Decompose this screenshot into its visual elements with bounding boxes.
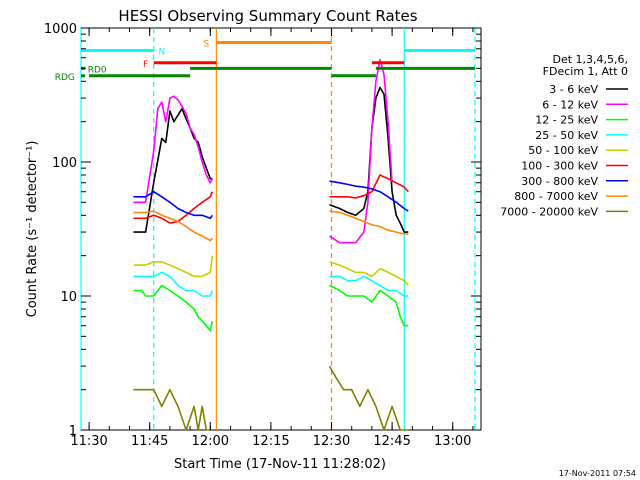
state-label-3: RD0 (88, 65, 107, 75)
series-line-6-1 (329, 180, 409, 212)
x-axis-label: Start Time (17-Nov-11 11:28:02) (174, 457, 386, 472)
legend-label-1: 6 - 12 keV (542, 98, 598, 111)
x-tick-label-0: 11:30 (70, 434, 107, 449)
legend-label-4: 50 - 100 keV (528, 144, 598, 157)
footer-timestamp: 17-Nov-2011 07:54 (559, 469, 636, 478)
series-line-2-0 (133, 284, 214, 332)
legend-label-3: 25 - 50 keV (535, 129, 598, 142)
series-line-1-0 (133, 95, 214, 204)
series-line-3-1 (329, 275, 409, 297)
x-tick-label-4: 12:30 (313, 434, 350, 449)
axes: 11:30 11:45 12:00 12:15 12:30 12:45 13:00 1 10 10… (44, 22, 481, 449)
y-tick-label-1: 10 (60, 290, 77, 305)
series-line-8-0 (133, 388, 211, 431)
series-line-7-1 (329, 210, 409, 235)
series-line-7-0 (133, 210, 213, 242)
series-line-1-1 (329, 58, 393, 244)
y-tick-label-2: 100 (52, 156, 77, 171)
state-label-0: N (158, 47, 165, 57)
series-line-0-0 (133, 107, 213, 233)
state-label-2: F (143, 60, 148, 70)
y-tick-label-3: 1000 (44, 22, 77, 37)
x-tick-label-3: 12:15 (252, 434, 289, 449)
x-tick-label-6: 13:00 (434, 434, 471, 449)
series-line-2-1 (329, 284, 409, 327)
x-tick-label-5: 12:45 (373, 434, 410, 449)
series-line-4-0 (133, 255, 214, 278)
y-tick-label-0: 1 (69, 424, 77, 439)
series-line-4-1 (329, 261, 409, 286)
legend-label-0: 3 - 6 keV (549, 83, 598, 96)
vertical-markers (80, 28, 476, 430)
legend-header-0: Det 1,3,4,5,6, (552, 53, 628, 66)
legend-label-2: 12 - 25 keV (535, 114, 598, 127)
legend-label-5: 100 - 300 keV (521, 160, 598, 173)
series-line-8-1 (328, 365, 409, 431)
legend-label-6: 300 - 800 keV (521, 175, 598, 188)
series-line-0-1 (329, 86, 409, 233)
x-tick-label-2: 12:00 (192, 434, 229, 449)
series-line-5-1 (329, 174, 409, 199)
y-axis-label: Count Rate (s⁻¹ detector⁻¹) (25, 141, 40, 318)
series-line-3-0 (133, 271, 214, 297)
legend-label-8: 7000 - 20000 keV (500, 205, 598, 218)
series-lines (133, 58, 409, 431)
chart-title: HESSI Observing Summary Count Rates (118, 7, 417, 25)
legend: Det 1,3,4,5,6,FDecim 1, Att 0 3 - 6 keV 6 … (500, 53, 628, 218)
state-label-4: RDG (55, 73, 75, 83)
state-bars: N S F RD0 RDG (55, 39, 475, 83)
series-line-6-0 (133, 190, 213, 220)
x-tick-label-1: 11:45 (131, 434, 168, 449)
legend-label-7: 800 - 7000 keV (514, 190, 598, 203)
plot-frame (80, 27, 482, 431)
legend-header-1: FDecim 1, Att 0 (543, 65, 628, 78)
state-label-1: S (203, 39, 209, 49)
